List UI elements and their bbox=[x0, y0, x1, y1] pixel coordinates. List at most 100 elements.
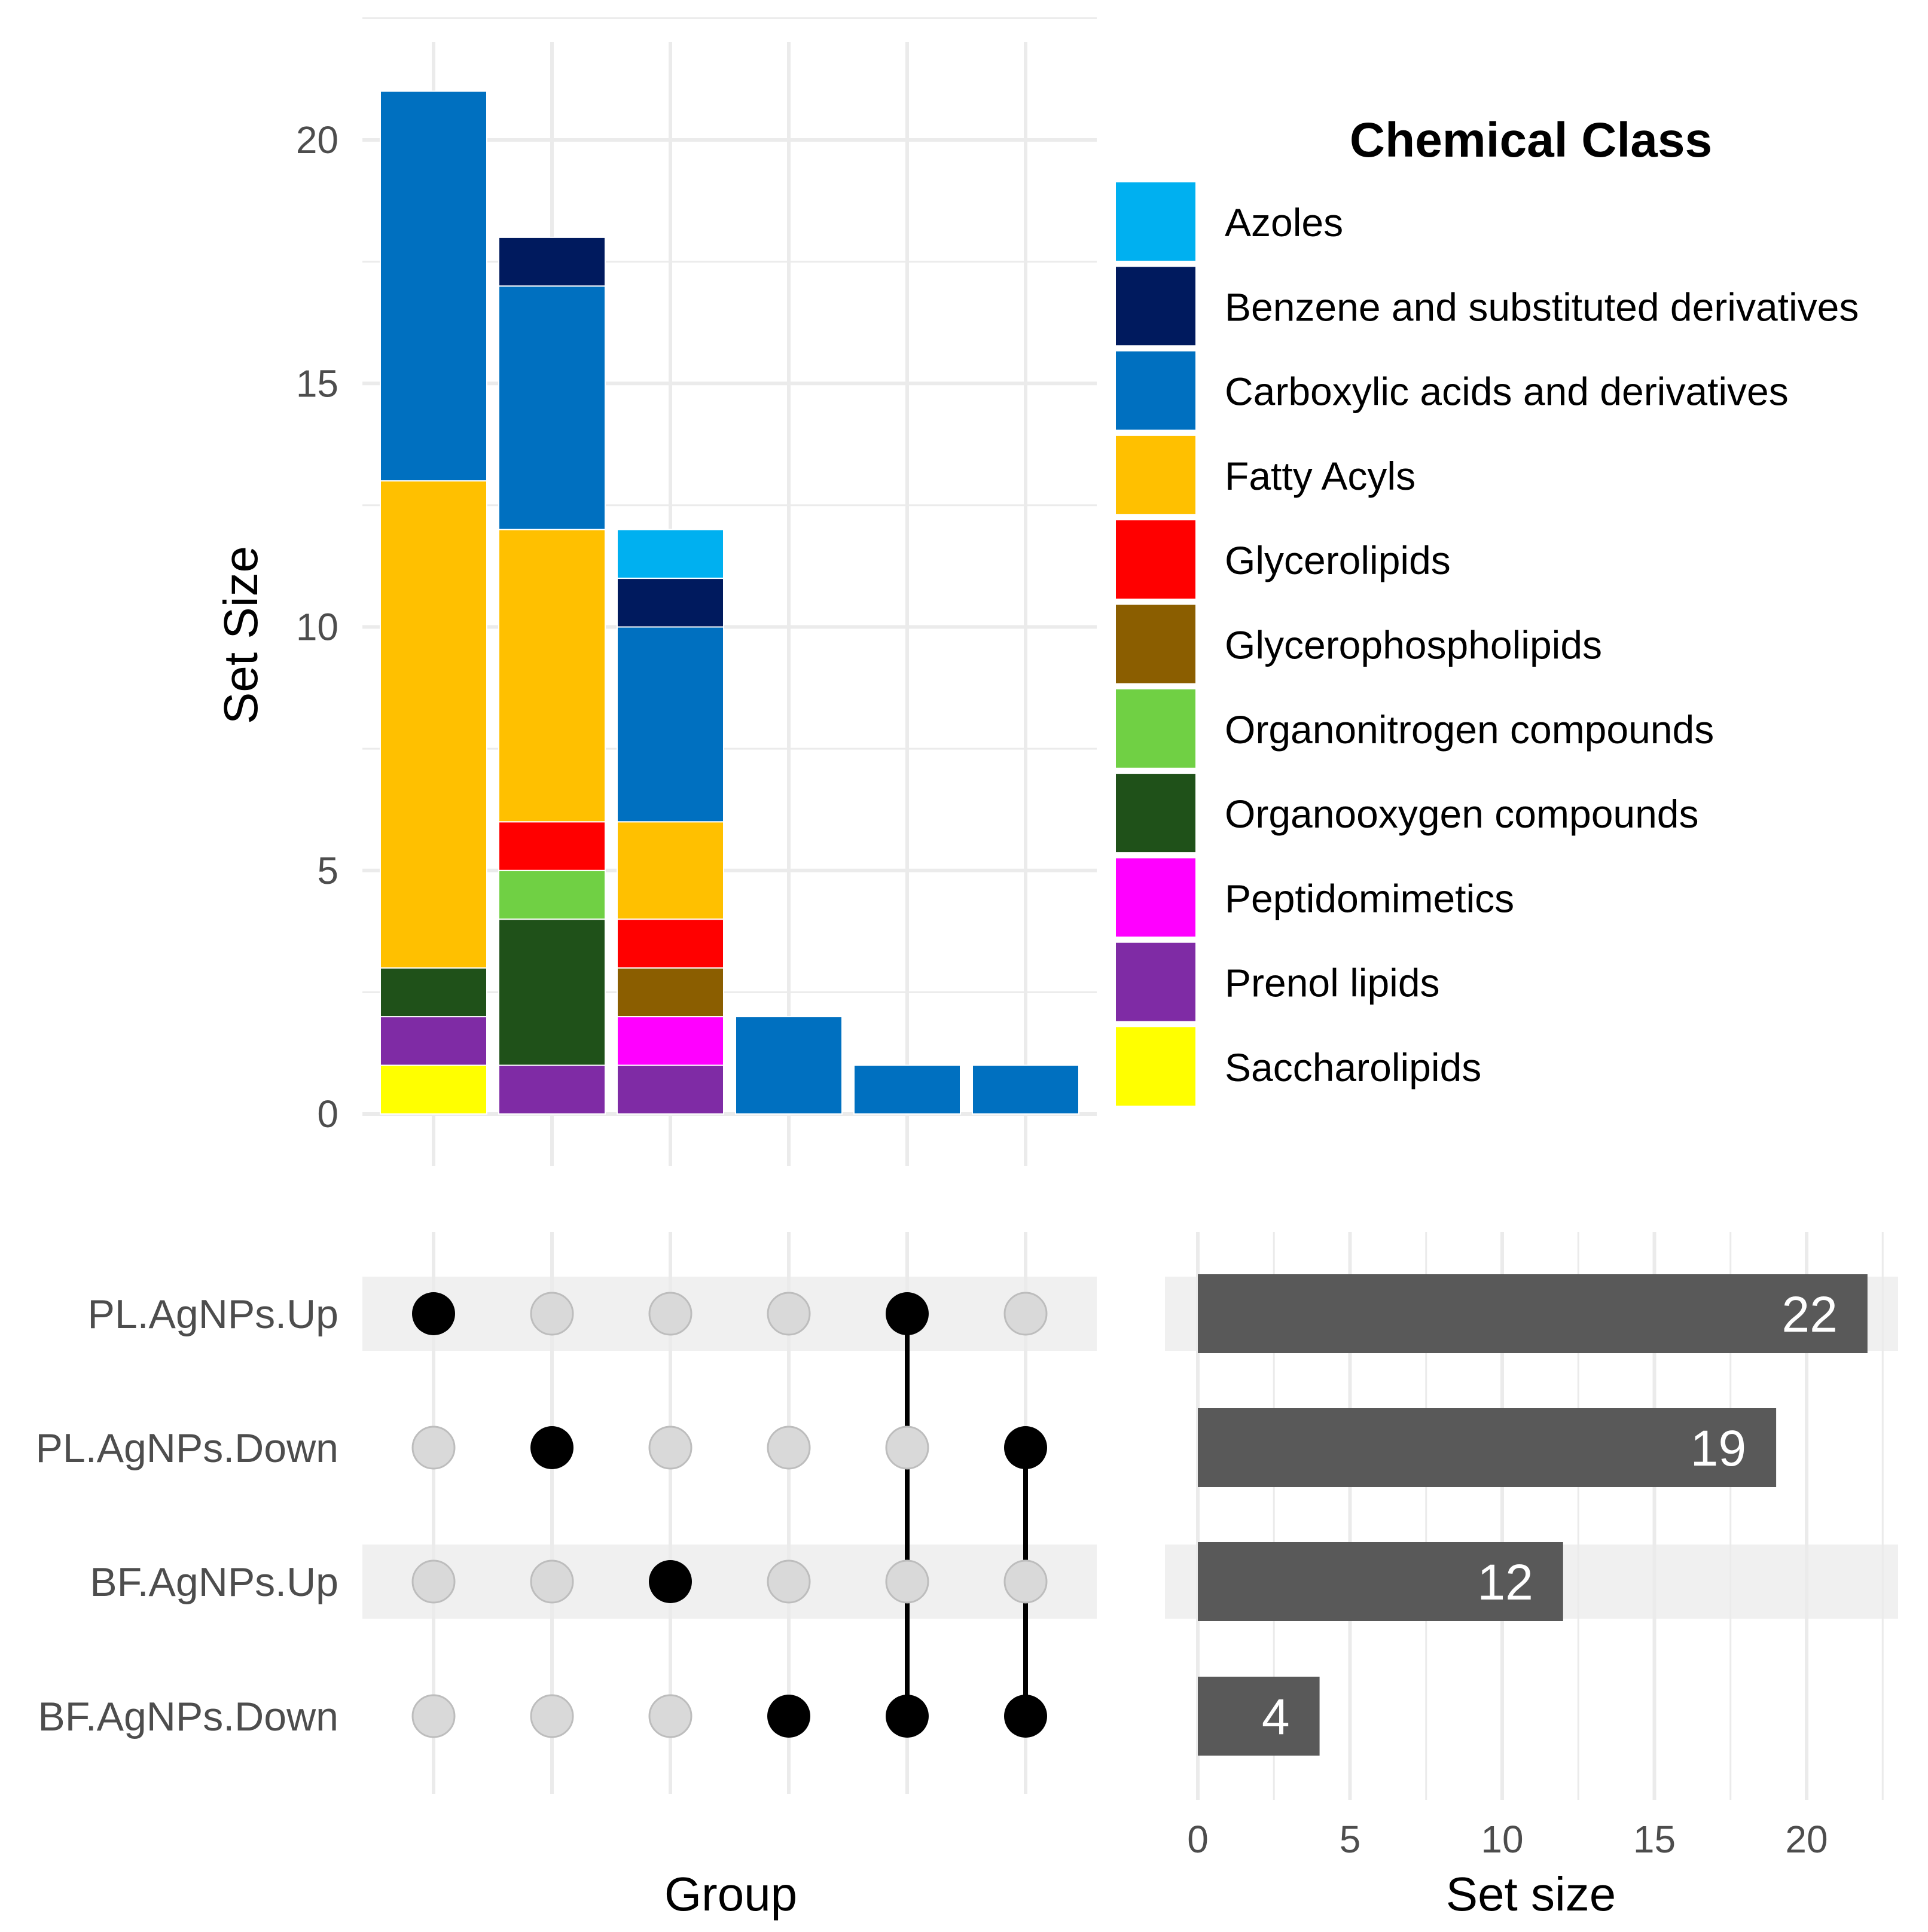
legend-label: Benzene and substituted derivatives bbox=[1225, 285, 1859, 329]
y-tick-label: 0 bbox=[317, 1092, 338, 1136]
set-label: PL.AgNPs.Down bbox=[36, 1426, 338, 1471]
set-size-label: 4 bbox=[1262, 1689, 1290, 1745]
legend-swatch bbox=[1116, 774, 1195, 853]
bar-segment bbox=[380, 90, 487, 482]
bar-segment bbox=[498, 529, 606, 823]
matrix-dot-empty bbox=[885, 1559, 929, 1604]
legend-label: Azoles bbox=[1225, 200, 1343, 245]
legend-label: Peptidomimetics bbox=[1225, 876, 1514, 920]
bar-segment bbox=[617, 918, 724, 969]
matrix-panel: PL.AgNPs.Up PL.AgNPs.Down BF.AgNPs.Up BF.Ag… bbox=[36, 1232, 1097, 1921]
matrix-dot-empty bbox=[767, 1426, 811, 1470]
bar-segment bbox=[498, 1064, 606, 1115]
legend-swatch bbox=[1116, 1027, 1195, 1106]
row-band bbox=[362, 1277, 1097, 1351]
matrix-dot-empty bbox=[767, 1559, 811, 1604]
legend-label: Organonitrogen compounds bbox=[1225, 707, 1714, 752]
legend-label: Saccharolipids bbox=[1225, 1045, 1481, 1089]
matrix-dot-empty bbox=[767, 1292, 811, 1336]
matrix-dot-filled bbox=[412, 1292, 455, 1335]
intersection-bar-panel: 0 5 10 15 20 Set Size bbox=[214, 17, 1097, 1166]
bar-segment bbox=[380, 1016, 487, 1066]
bar-segment bbox=[498, 869, 606, 920]
x-axis-title: Group bbox=[664, 1867, 797, 1921]
bar-segment bbox=[972, 1064, 1079, 1115]
bar-segment bbox=[617, 1064, 724, 1115]
matrix-dot-empty bbox=[1003, 1559, 1048, 1604]
legend-swatch bbox=[1116, 267, 1195, 346]
y-tick-label: 15 bbox=[296, 362, 338, 405]
bar-segment bbox=[617, 626, 724, 823]
legend-swatch bbox=[1116, 182, 1195, 261]
legend-label: Glycerolipids bbox=[1225, 538, 1451, 582]
legend-label: Prenol lipids bbox=[1225, 961, 1440, 1005]
legend-swatch bbox=[1116, 942, 1195, 1021]
set-size-bar bbox=[1198, 1542, 1563, 1621]
x-axis-title: Set size bbox=[1446, 1867, 1616, 1921]
legend-swatch bbox=[1116, 435, 1195, 514]
y-tick-label: 20 bbox=[296, 118, 338, 161]
legend-label: Fatty Acyls bbox=[1225, 454, 1416, 498]
legend-swatch bbox=[1116, 605, 1195, 683]
legend-swatch bbox=[1116, 689, 1195, 768]
set-label: BF.AgNPs.Down bbox=[38, 1694, 338, 1739]
set-size-panel: 22 19 12 4 0 5 10 15 20 Set size bbox=[1165, 1232, 1898, 1921]
set-size-label: 22 bbox=[1781, 1286, 1837, 1342]
bar-segment bbox=[617, 529, 724, 579]
x-tick-label: 15 bbox=[1633, 1818, 1676, 1861]
bar-segment bbox=[735, 1016, 843, 1115]
bar-segment bbox=[380, 1064, 487, 1115]
set-size-bar bbox=[1198, 1677, 1320, 1756]
legend-swatch bbox=[1116, 858, 1195, 937]
matrix-dot-empty bbox=[648, 1694, 693, 1738]
set-label: BF.AgNPs.Up bbox=[90, 1559, 338, 1605]
legend-swatch bbox=[1116, 351, 1195, 430]
x-tick-label: 5 bbox=[1340, 1818, 1361, 1861]
x-tick-label: 10 bbox=[1481, 1818, 1523, 1861]
bar-segment bbox=[617, 1016, 724, 1066]
bar-segment bbox=[380, 480, 487, 969]
set-size-bar bbox=[1198, 1274, 1868, 1353]
matrix-dot-filled bbox=[530, 1426, 573, 1469]
legend-swatch bbox=[1116, 520, 1195, 599]
bar-segment bbox=[498, 918, 606, 1066]
bar-segment bbox=[498, 285, 606, 530]
matrix-dot-empty bbox=[648, 1292, 693, 1336]
x-tick-label: 20 bbox=[1785, 1818, 1828, 1861]
bar-segment bbox=[617, 578, 724, 628]
row-band bbox=[362, 1545, 1097, 1619]
set-label: PL.AgNPs.Up bbox=[87, 1292, 338, 1337]
legend-label: Carboxylic acids and derivatives bbox=[1225, 370, 1789, 414]
y-axis-title: Set Size bbox=[214, 546, 267, 724]
matrix-dot-filled bbox=[1004, 1695, 1047, 1738]
matrix-dot-filled bbox=[649, 1560, 692, 1603]
legend-title: Chemical Class bbox=[1350, 113, 1712, 167]
matrix-dot-empty bbox=[530, 1292, 574, 1336]
matrix-dot-filled bbox=[1004, 1426, 1047, 1469]
y-tick-label: 10 bbox=[296, 606, 338, 649]
matrix-dot-empty bbox=[648, 1426, 693, 1470]
bar-segment bbox=[380, 967, 487, 1018]
set-size-bar bbox=[1198, 1408, 1777, 1487]
x-tick-label: 0 bbox=[1187, 1818, 1209, 1861]
matrix-dot-empty bbox=[530, 1559, 574, 1604]
bar-segment bbox=[498, 236, 606, 287]
legend-label: Glycerophospholipids bbox=[1225, 623, 1602, 667]
bar-segment bbox=[498, 821, 606, 871]
legend-label: Organooxygen compounds bbox=[1225, 792, 1699, 836]
matrix-dot-empty bbox=[1003, 1292, 1048, 1336]
matrix-dot-filled bbox=[886, 1695, 929, 1738]
matrix-dot-filled bbox=[886, 1292, 929, 1335]
bar-segment bbox=[617, 821, 724, 920]
matrix-dot-empty bbox=[411, 1694, 456, 1738]
set-size-label: 19 bbox=[1691, 1420, 1746, 1476]
matrix-dot-empty bbox=[885, 1426, 929, 1470]
bar-segment bbox=[853, 1064, 961, 1115]
matrix-dot-empty bbox=[411, 1559, 456, 1604]
matrix-dot-empty bbox=[530, 1694, 574, 1738]
set-size-label: 12 bbox=[1477, 1554, 1533, 1610]
matrix-dot-filled bbox=[767, 1695, 810, 1738]
y-tick-label: 5 bbox=[317, 849, 338, 892]
